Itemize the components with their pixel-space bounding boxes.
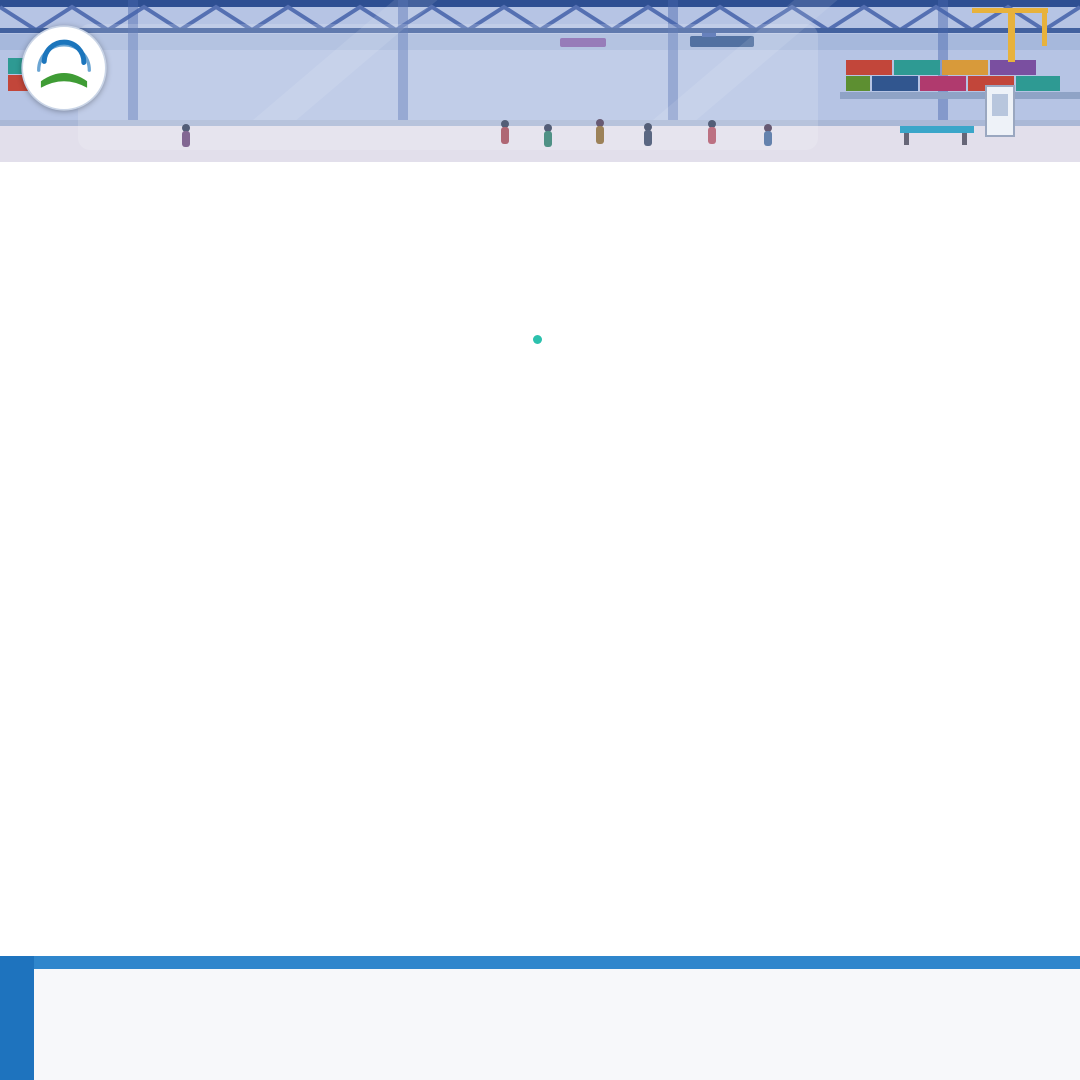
legend-items-row — [34, 969, 1080, 1080]
bench — [900, 126, 974, 145]
crane — [972, 8, 1048, 62]
legend-note — [34, 956, 1080, 969]
kiosk — [985, 85, 1015, 137]
bmkg-logo — [20, 24, 108, 112]
legend-title — [0, 956, 34, 1080]
legend-section — [0, 956, 1080, 1080]
header-illustration — [0, 0, 1080, 162]
header-banner — [0, 0, 1080, 162]
container-stack — [840, 60, 1080, 99]
legend-body — [34, 956, 1080, 1080]
chart-legend-dot — [532, 335, 542, 344]
chart-legend — [26, 335, 1054, 344]
people-silhouettes — [182, 119, 772, 147]
sst-chart-section — [26, 187, 1054, 344]
ship-silhouette — [560, 38, 606, 47]
title-section — [0, 162, 1080, 174]
sst-line-chart — [26, 187, 1054, 337]
header-content — [0, 0, 1080, 112]
